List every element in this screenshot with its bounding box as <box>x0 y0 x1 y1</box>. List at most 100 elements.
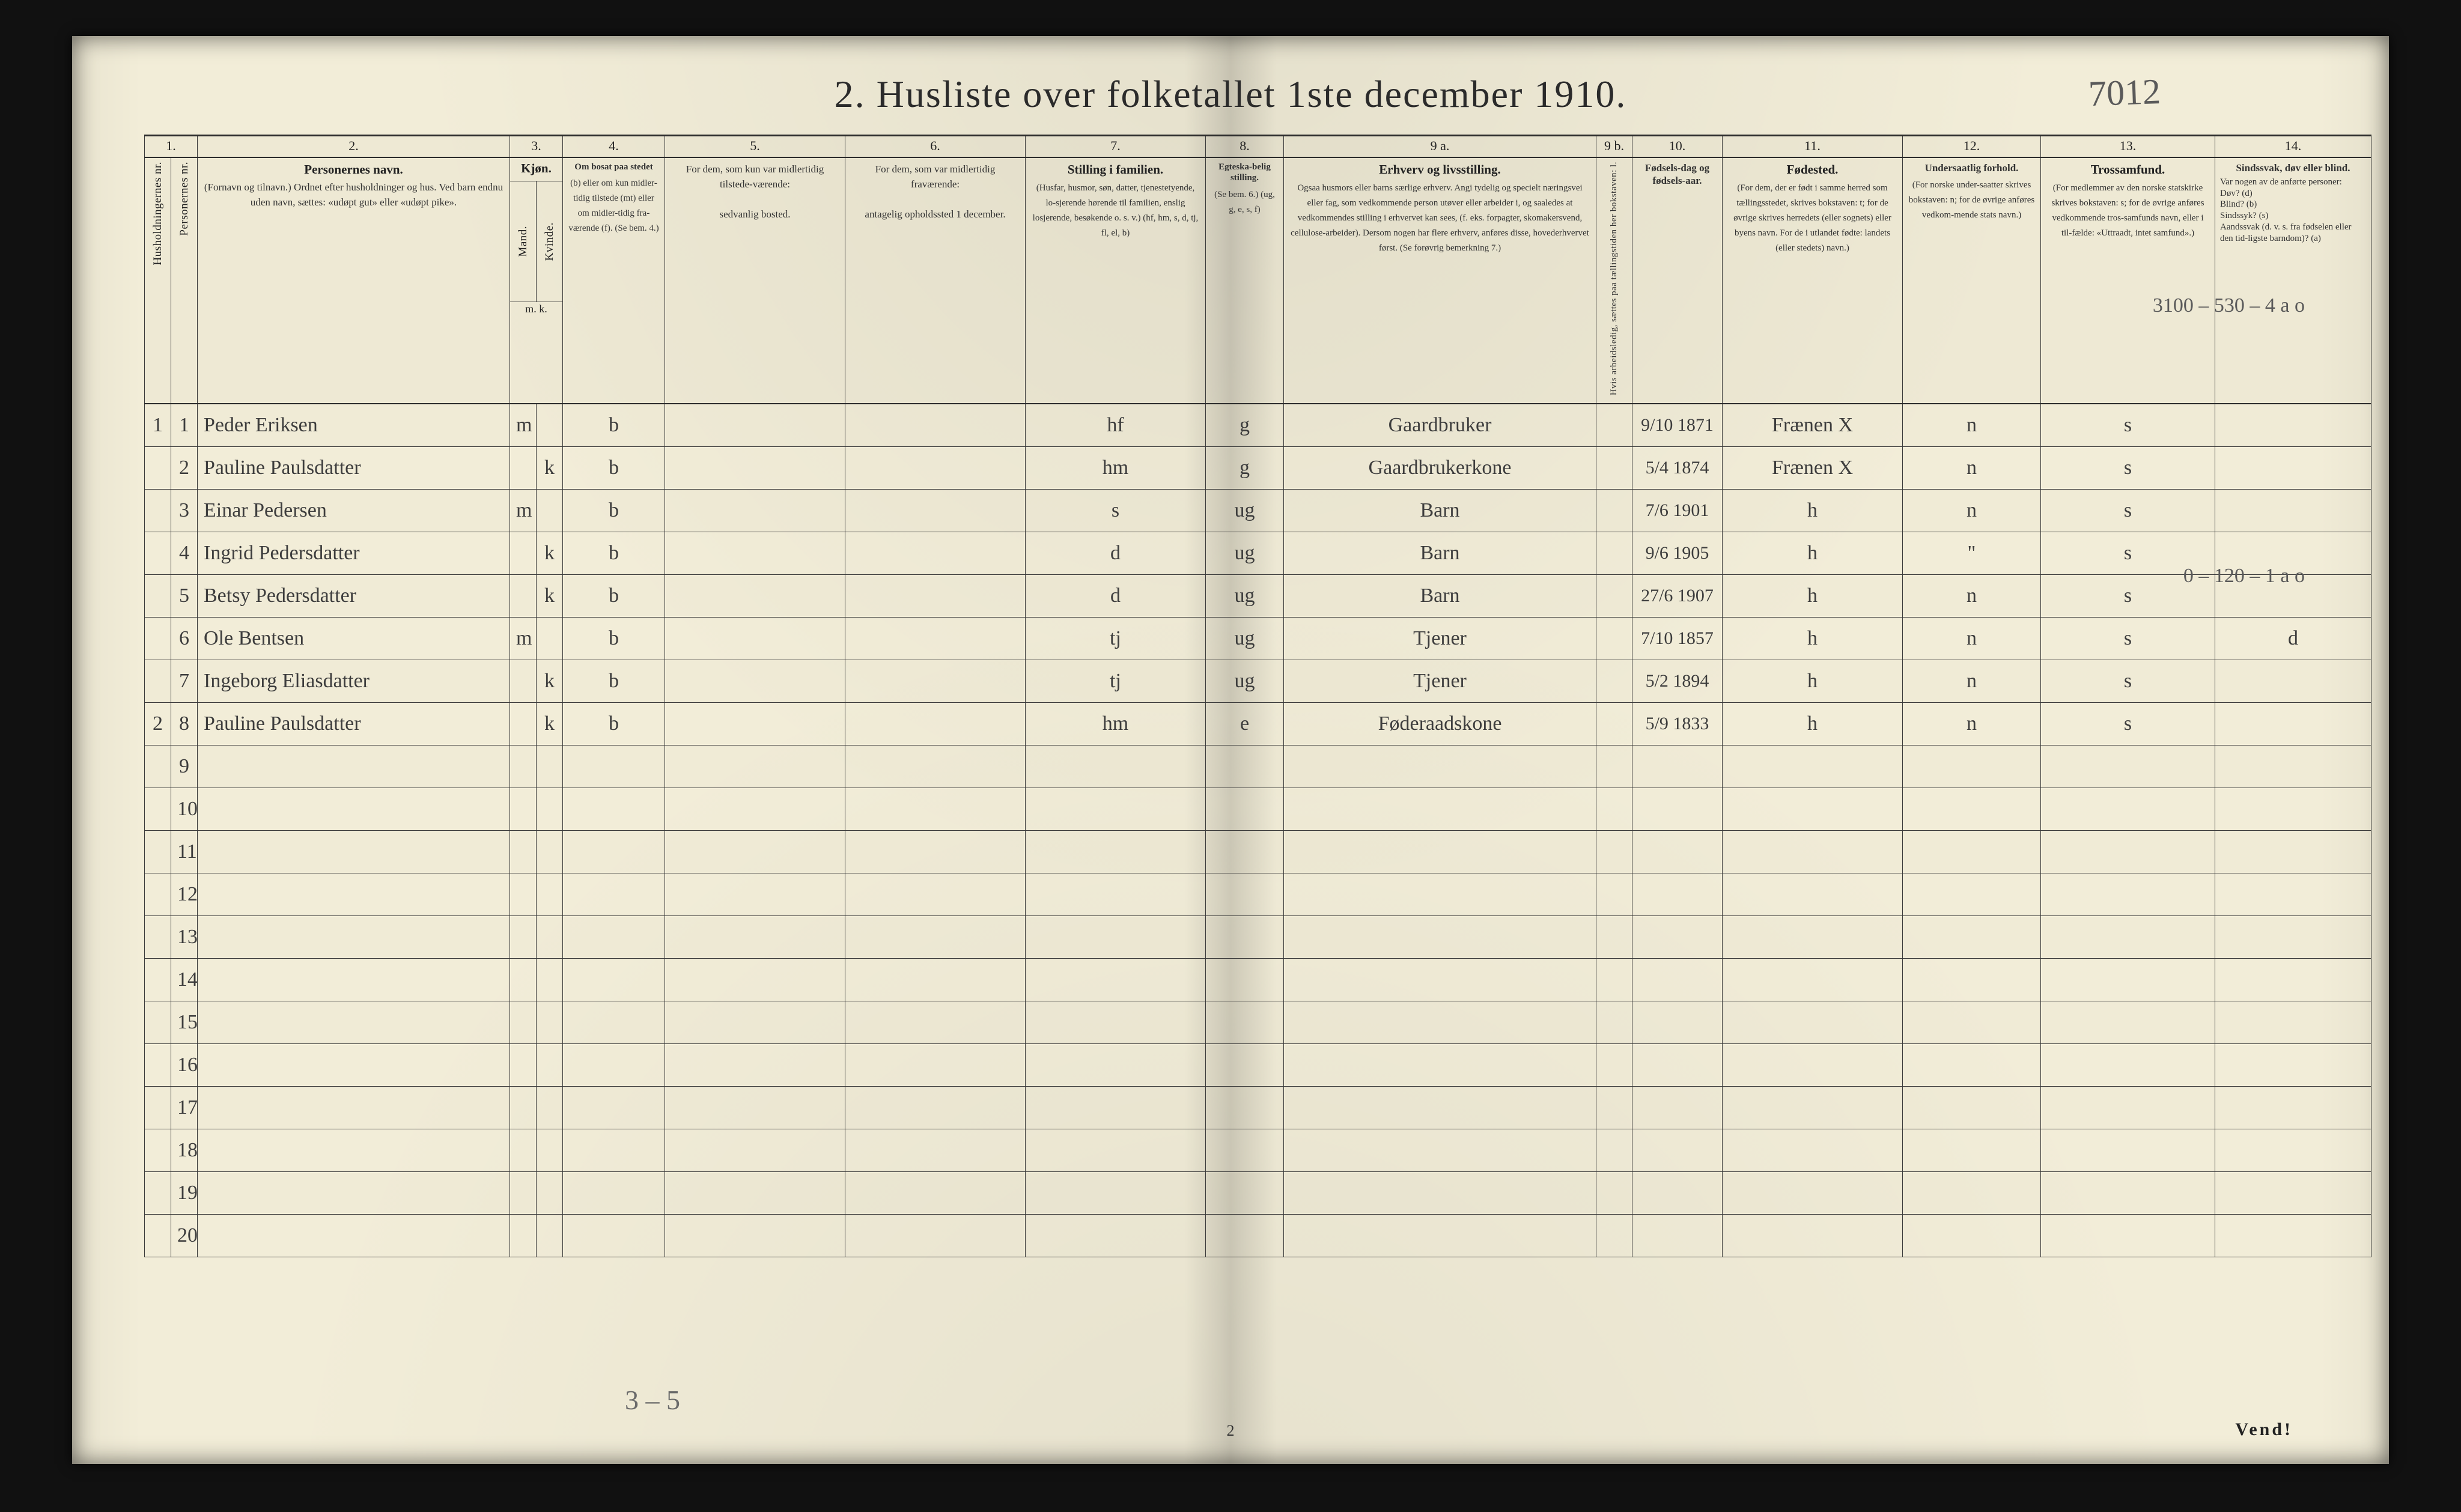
cell-family-pos: tj <box>1026 660 1206 702</box>
cell-hh <box>145 745 171 788</box>
cell-birthplace: h <box>1723 702 1903 745</box>
cell-sex-m: m <box>510 404 537 447</box>
cell-hh <box>145 915 171 958</box>
cell-empty <box>1903 958 2041 1001</box>
cell-unemployed <box>1596 489 1632 532</box>
col-temp-present: For dem, som kun var midlertidig tilsted… <box>665 157 845 404</box>
sublabel: (For dem, der er født i samme herred som… <box>1733 183 1891 253</box>
cell-empty <box>1632 958 1723 1001</box>
cell-sex-k: k <box>537 660 563 702</box>
cell-empty <box>1903 1001 2041 1043</box>
cell-birthdate: 5/4 1874 <box>1632 446 1723 489</box>
cell-empty <box>198 1171 510 1214</box>
sublabel: (b) eller om kun midler-tidig tilstede (… <box>568 178 659 233</box>
cell-marital: ug <box>1206 574 1284 617</box>
cell-empty <box>563 830 665 873</box>
table-row: 7Ingeborg EliasdatterkbtjugTjener5/2 189… <box>145 660 2371 702</box>
cell-birthplace: Frænen X <box>1723 446 1903 489</box>
cell-empty <box>1026 788 1206 830</box>
cell-name: Ingeborg Eliasdatter <box>198 660 510 702</box>
cell-empty <box>537 1086 563 1129</box>
cell-temp-absent <box>845 617 1026 660</box>
cell-disability <box>2215 702 2371 745</box>
cell-empty <box>2215 745 2371 788</box>
cell-empty <box>1903 915 2041 958</box>
cell-empty <box>1632 1086 1723 1129</box>
cell-empty <box>1596 745 1632 788</box>
cell-empty <box>1284 1001 1596 1043</box>
cell-residence: b <box>563 446 665 489</box>
cell-hh <box>145 532 171 574</box>
cell-hh <box>145 788 171 830</box>
cell-empty <box>1723 958 1903 1001</box>
cell-disability <box>2215 446 2371 489</box>
cell-empty <box>1596 958 1632 1001</box>
cell-unemployed <box>1596 446 1632 489</box>
cell-empty <box>1903 1171 2041 1214</box>
col-sex: Kjøn. Mand. Kvinde. m. k. <box>510 157 563 404</box>
table-row-empty: 18 <box>145 1129 2371 1171</box>
cell-empty <box>1723 915 1903 958</box>
cell-empty <box>665 745 845 788</box>
cell-empty <box>1596 1001 1632 1043</box>
cell-hh: 1 <box>145 404 171 447</box>
cell-empty <box>1596 873 1632 915</box>
cell-empty <box>537 1129 563 1171</box>
cell-empty <box>2215 1043 2371 1086</box>
cell-hh: 2 <box>145 702 171 745</box>
colnum-11: 11. <box>1723 136 1903 157</box>
cell-temp-present <box>665 446 845 489</box>
cell-sex-k: k <box>537 574 563 617</box>
cell-birthplace: h <box>1723 574 1903 617</box>
document-page: 2. Husliste over folketallet 1ste decemb… <box>72 36 2389 1464</box>
table-row: 3Einar PedersenmbsugBarn7/6 1901hns <box>145 489 2371 532</box>
page-title: 2. Husliste over folketallet 1ste decemb… <box>835 72 1627 117</box>
cell-person-no: 4 <box>171 532 198 574</box>
label: Fødsels-dag og fødsels-aar. <box>1637 162 1717 187</box>
cell-sex-k <box>537 404 563 447</box>
cell-empty <box>563 1129 665 1171</box>
cell-empty <box>563 1171 665 1214</box>
label: For dem, som var midlertidig fraværende: <box>875 163 996 190</box>
cell-family-pos: hf <box>1026 404 1206 447</box>
cell-empty <box>2215 873 2371 915</box>
cell-temp-present <box>665 574 845 617</box>
cell-hh <box>145 1214 171 1257</box>
cell-empty <box>198 745 510 788</box>
cell-empty <box>510 788 537 830</box>
colnum-6: 6. <box>845 136 1026 157</box>
cell-empty <box>1723 1001 1903 1043</box>
col-birthdate: Fødsels-dag og fødsels-aar. <box>1632 157 1723 404</box>
cell-hh <box>145 830 171 873</box>
cell-empty <box>563 1043 665 1086</box>
table-row-empty: 13 <box>145 915 2371 958</box>
cell-empty <box>2041 1086 2215 1129</box>
cell-empty <box>198 1214 510 1257</box>
cell-empty <box>1206 1129 1284 1171</box>
label: Egteska-belig stilling. <box>1211 162 1279 184</box>
cell-empty <box>1284 873 1596 915</box>
table-row-empty: 9 <box>145 745 2371 788</box>
cell-empty <box>1206 915 1284 958</box>
label-male: Mand. <box>516 226 531 257</box>
sublabel: (Se bem. 6.) (ug, g, e, s, f) <box>1214 190 1275 214</box>
cell-residence: b <box>563 574 665 617</box>
cell-occupation: Barn <box>1284 532 1596 574</box>
cell-empty <box>198 1086 510 1129</box>
cell-empty <box>665 1214 845 1257</box>
scan-frame: 2. Husliste over folketallet 1ste decemb… <box>0 0 2461 1512</box>
handwritten-page-number: 7012 <box>2088 71 2161 115</box>
cell-empty <box>845 745 1026 788</box>
cell-residence: b <box>563 702 665 745</box>
cell-empty <box>845 873 1026 915</box>
cell-empty <box>537 1001 563 1043</box>
cell-empty <box>1903 1043 2041 1086</box>
cell-empty <box>845 1043 1026 1086</box>
cell-empty <box>2041 1214 2215 1257</box>
cell-name: Einar Pedersen <box>198 489 510 532</box>
cell-empty <box>1632 1129 1723 1171</box>
cell-person-no: 5 <box>171 574 198 617</box>
cell-birthplace: h <box>1723 489 1903 532</box>
column-number-row: 1. 2. 3. 4. 5. 6. 7. 8. 9 a. 9 b. 10. 11… <box>145 136 2371 157</box>
col-marital: Egteska-belig stilling. (Se bem. 6.) (ug… <box>1206 157 1284 404</box>
